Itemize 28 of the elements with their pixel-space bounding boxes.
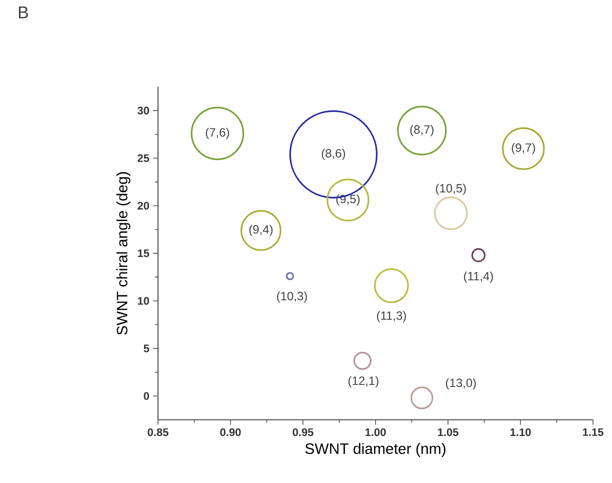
- y-tick-label: 15: [138, 249, 150, 258]
- x-tick-label: 0.95: [292, 428, 314, 436]
- annotation: (12,1): [348, 376, 378, 388]
- x-tick-label: 1.10: [510, 428, 531, 436]
- x-tick-label: 0.85: [148, 428, 168, 436]
- x-tick-label: 1.05: [438, 428, 458, 436]
- x-tick-label: 0.90: [220, 428, 241, 436]
- annotation: (8,6): [322, 148, 346, 160]
- annotation: (8,7): [410, 124, 434, 136]
- y-tick-label: 10: [138, 296, 150, 305]
- annotation: (11,3): [376, 311, 406, 322]
- y-tick-label: 20: [138, 202, 150, 210]
- x-tick-label: 1.00: [365, 428, 386, 436]
- x-axis-title: SWNT diameter (nm): [305, 442, 446, 457]
- y-axis-title: SWNT chiral angle (deg): [116, 172, 130, 335]
- text: B: [18, 6, 28, 18]
- y-tick-label: 0: [144, 392, 150, 400]
- annotation: (10,3): [277, 292, 307, 303]
- y-tick-label: 5: [144, 344, 150, 352]
- annotation: (10,5): [436, 184, 466, 195]
- x-tick-label: 1.15: [582, 428, 604, 436]
- annotation: (7,6): [206, 128, 230, 139]
- annotation: (13,0): [446, 378, 476, 390]
- y-tick-label: 25: [138, 154, 150, 162]
- annotation: (11,4): [464, 272, 493, 283]
- annotation: (9,7): [512, 143, 535, 154]
- annotation: (9,4): [249, 224, 273, 236]
- y-tick-label: 30: [137, 106, 150, 114]
